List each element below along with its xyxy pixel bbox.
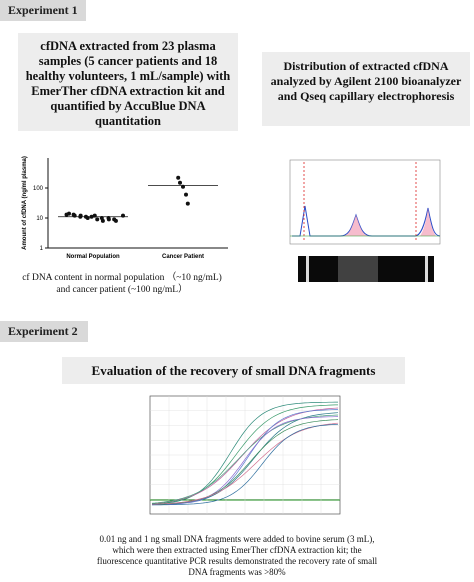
x-tick-label: Cancer Patient	[162, 254, 204, 260]
text-box: cfDNA extracted from 23 plasma samples (…	[18, 33, 238, 131]
amplification-curve	[151, 422, 339, 505]
data-point	[95, 217, 100, 222]
data-point	[185, 201, 190, 206]
amplification-curve	[151, 401, 338, 505]
data-point	[100, 218, 105, 223]
experiment-tag: Experiment 2	[0, 321, 88, 342]
plot-frame	[289, 159, 441, 245]
qpcr-plot	[149, 395, 341, 515]
data-point	[176, 175, 181, 180]
caption-line: which were then extracted using EmerTher…	[112, 545, 362, 555]
data-point	[71, 212, 76, 217]
y-tick-label: 100	[33, 186, 44, 192]
amplification-curve	[152, 416, 339, 506]
text-box: Evaluation of the recovery of small DNA …	[62, 357, 405, 384]
y-tick-label: 10	[36, 216, 43, 222]
y-tick-label: 1	[40, 246, 44, 252]
caption-line: cf DNA content in normal population （~10…	[22, 273, 222, 283]
electropherogram	[289, 159, 441, 245]
peak-fill	[342, 215, 370, 236]
x-tick-label: Normal Population	[66, 254, 120, 260]
caption: 0.01 ng and 1 ng small DNA fragments wer…	[60, 534, 414, 578]
amplification-curve	[151, 404, 338, 505]
gel-band	[425, 256, 428, 282]
gel-band	[306, 256, 309, 282]
experiment-tag: Experiment 1	[0, 0, 86, 21]
caption-line: and cancer patient (~100 ng/mL）	[56, 285, 188, 295]
scatter-plot: 1 10 100 Normal Population Cancer Patient	[33, 175, 218, 260]
caption-line: DNA fragments was >80%	[188, 567, 286, 577]
text-box: Distribution of extracted cfDNA analyzed…	[262, 52, 470, 126]
data-point	[64, 212, 69, 217]
caption-line: 0.01 ng and 1 ng small DNA fragments wer…	[99, 534, 375, 544]
gel-smear	[338, 256, 378, 282]
caption-line: fluorescence quantitative PCR results de…	[96, 556, 378, 566]
caption: cf DNA content in normal population （~10…	[8, 272, 236, 296]
gel-image	[298, 256, 434, 282]
amplification-curve	[151, 419, 339, 505]
y-axis-label: Amount of cfDNA (ng/ml plasma)	[22, 156, 28, 250]
data-point	[112, 217, 117, 222]
peak-fill	[420, 208, 436, 236]
amplification-curve	[152, 423, 339, 506]
data-point	[178, 180, 182, 185]
data-point	[184, 192, 188, 197]
